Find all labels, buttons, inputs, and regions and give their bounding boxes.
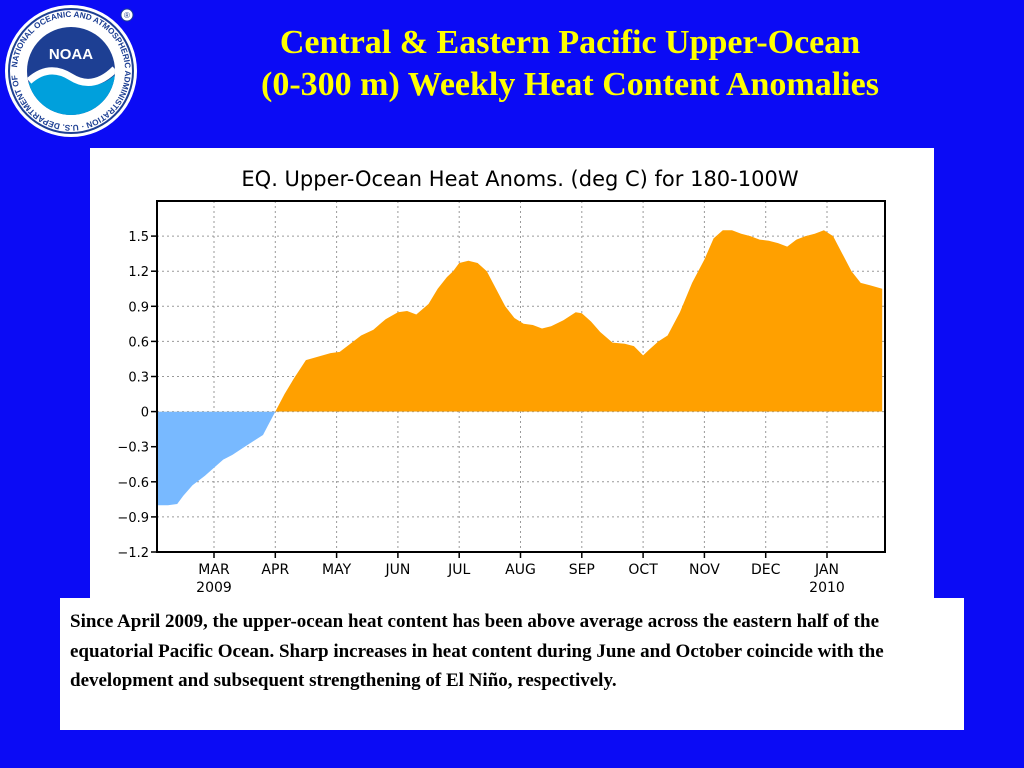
y-tick-label: −0.6 xyxy=(117,476,149,491)
y-tick-label: 1.5 xyxy=(128,230,149,245)
slide-title-line-1: Central & Eastern Pacific Upper-Ocean xyxy=(279,24,861,61)
y-tick-label: 0 xyxy=(141,406,149,421)
x-tick-label: JUL xyxy=(447,562,470,578)
x-tick-label: SEP xyxy=(569,562,595,578)
y-tick-label: 1.2 xyxy=(128,265,149,280)
y-axis: 1.5 1.2 0.9 0.6 0.3 0 −0.3 −0.6 −0.9 −1.2 xyxy=(117,230,157,561)
x-tick-label: APR xyxy=(261,562,289,578)
negative-anomaly-area xyxy=(157,411,276,506)
x-axis: MAR 2009 APR MAY JUN JUL AUG SEP OCT NOV DEC JAN 201… xyxy=(196,552,845,596)
logo-text: NOAA xyxy=(49,46,93,63)
y-tick-label: 0.6 xyxy=(128,335,149,350)
area-series xyxy=(157,230,883,506)
x-tick-year: 2010 xyxy=(809,580,845,596)
y-tick-label: 0.3 xyxy=(128,371,149,386)
slide-title: Central & Eastern Pacific Upper-Ocean (0… xyxy=(150,22,990,106)
x-tick-label: OCT xyxy=(628,562,658,578)
x-tick-label: JAN xyxy=(814,562,839,578)
x-tick-label: AUG xyxy=(505,562,536,578)
positive-anomaly-area xyxy=(157,230,883,412)
y-tick-label: 0.9 xyxy=(128,300,149,315)
x-tick-year: 2009 xyxy=(196,580,232,596)
caption-text: Since April 2009, the upper-ocean heat c… xyxy=(70,611,884,691)
y-tick-label: −1.2 xyxy=(117,546,149,561)
x-tick-label: MAR xyxy=(198,562,230,578)
svg-text:®: ® xyxy=(124,11,130,20)
heat-anomaly-chart: EQ. Upper-Ocean Heat Anoms. (deg C) for … xyxy=(117,167,886,596)
y-tick-label: −0.3 xyxy=(117,441,149,456)
x-tick-label: JUN xyxy=(384,562,410,578)
slide-title-line-2: (0-300 m) Weekly Heat Content Anomalies xyxy=(261,66,879,103)
y-tick-label: −0.9 xyxy=(117,511,149,526)
x-tick-label: NOV xyxy=(689,562,720,578)
chart-panel: EQ. Upper-Ocean Heat Anoms. (deg C) for … xyxy=(90,148,934,600)
x-tick-label: DEC xyxy=(751,562,781,578)
caption-box: Since April 2009, the upper-ocean heat c… xyxy=(60,598,964,730)
x-tick-label: MAY xyxy=(322,562,352,578)
chart-title: EQ. Upper-Ocean Heat Anoms. (deg C) for … xyxy=(241,167,798,191)
noaa-logo: NATIONAL OCEANIC AND ATMOSPHERIC ADMINIS… xyxy=(0,0,139,139)
